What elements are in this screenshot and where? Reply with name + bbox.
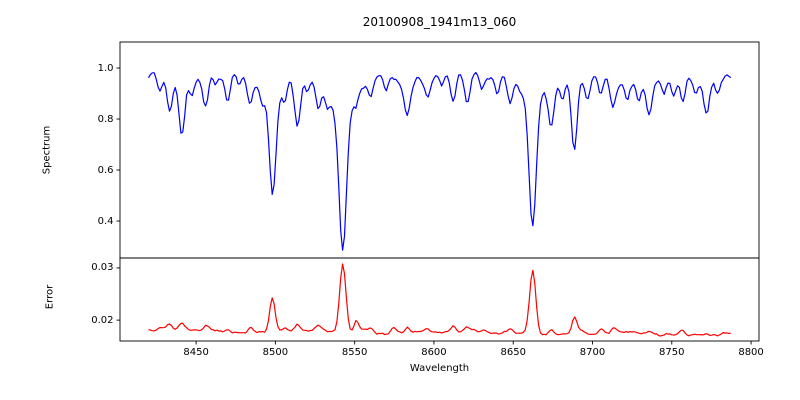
error-ytick-label: 0.02 [91,314,114,326]
x-axis-label: Wavelength [409,363,470,374]
spectrum-ytick-label: 0.6 [97,164,114,176]
error-panel-frame [119,257,760,342]
spectrum-panel-frame [119,41,760,259]
spectrum-ytick-label: 1.0 [97,62,114,74]
xtick-label: 8650 [500,347,526,358]
chart-title: 20100908_1941m13_060 [362,15,517,29]
error-line [148,263,731,337]
xtick-label: 8600 [421,347,447,358]
error-y-axis-label: Error [44,284,56,310]
xtick-label: 8700 [579,347,606,358]
xtick-label: 8450 [183,347,209,358]
xtick-label: 8500 [262,347,289,358]
xtick-label: 8750 [659,347,685,358]
spectrum-line [147,71,732,251]
spectrum-ytick-label: 0.8 [97,113,114,125]
spectrum-y-axis-label: Spectrum [41,125,53,175]
spectrum-ytick-label: 0.4 [97,215,114,227]
xtick-label: 8800 [738,347,764,358]
xtick-label: 8550 [341,347,368,358]
error-ytick-label: 0.03 [91,262,114,274]
